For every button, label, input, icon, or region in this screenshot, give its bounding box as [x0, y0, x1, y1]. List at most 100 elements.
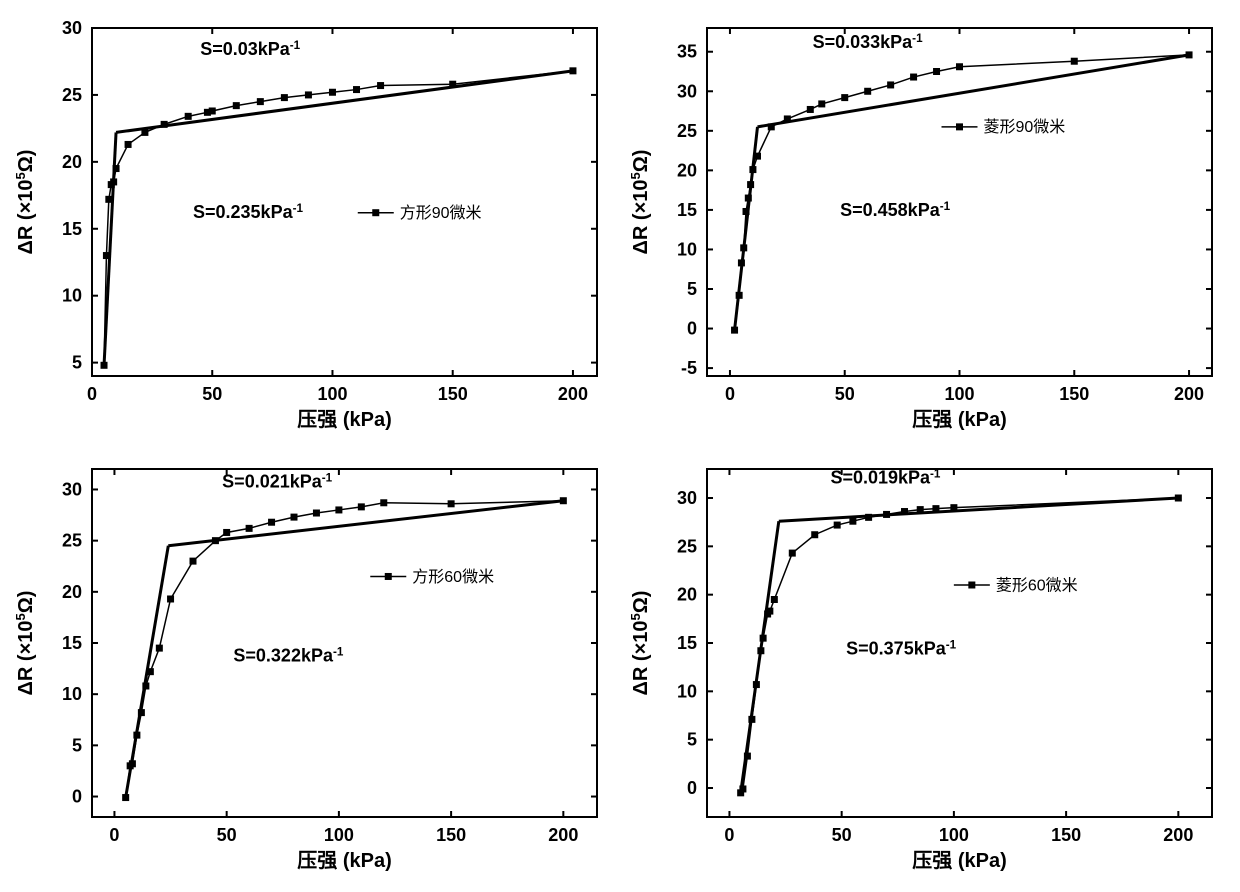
y-tick-label: 0 [687, 778, 697, 798]
chart-bottom-right: 050100150200051015202530压强 (kPa)ΔR (×105… [625, 451, 1230, 881]
data-marker [101, 362, 108, 369]
data-marker [147, 668, 154, 675]
y-tick-label: 20 [62, 582, 82, 602]
x-tick-label: 100 [324, 825, 354, 845]
data-marker [807, 106, 814, 113]
x-tick-label: 200 [1174, 384, 1204, 404]
data-marker [811, 531, 818, 538]
y-tick-label: 15 [677, 633, 697, 653]
data-marker [749, 166, 756, 173]
panel-bottom-right: 050100150200051015202530压强 (kPa)ΔR (×105… [625, 451, 1230, 882]
data-marker [358, 503, 365, 510]
chart-bottom-left: 050100150200051015202530压强 (kPa)ΔR (×105… [10, 451, 615, 881]
fit-line [779, 498, 1179, 521]
x-tick-label: 150 [1059, 384, 1089, 404]
x-tick-label: 0 [87, 384, 97, 404]
data-line [104, 71, 573, 365]
legend-label: 方形90微米 [400, 204, 482, 222]
data-marker [305, 91, 312, 98]
y-tick-label: 25 [677, 536, 697, 556]
y-tick-label: 30 [62, 18, 82, 38]
data-marker [887, 81, 894, 88]
y-tick-label: 0 [687, 319, 697, 339]
y-tick-label: -5 [681, 358, 697, 378]
fit-line [116, 71, 573, 133]
data-marker [864, 88, 871, 95]
data-marker [747, 181, 754, 188]
data-marker [185, 113, 192, 120]
legend-marker [968, 582, 975, 589]
data-marker [113, 165, 120, 172]
chart-top-right: 050100150200-505101520253035压强 (kPa)ΔR (… [625, 10, 1230, 440]
data-marker [125, 141, 132, 148]
data-marker [142, 682, 149, 689]
data-marker [105, 196, 112, 203]
x-tick-label: 50 [202, 384, 222, 404]
data-marker [757, 647, 764, 654]
panel-bottom-left: 050100150200051015202530压强 (kPa)ΔR (×105… [10, 451, 615, 882]
data-marker [917, 506, 924, 513]
legend-label: 菱形90微米 [984, 118, 1066, 136]
x-tick-label: 100 [317, 384, 347, 404]
data-marker [313, 510, 320, 517]
data-marker [768, 123, 775, 130]
x-tick-label: 0 [109, 825, 119, 845]
data-line [126, 501, 564, 798]
y-axis-label: ΔR (×105Ω) [628, 150, 653, 255]
data-marker [738, 259, 745, 266]
y-axis-label: ΔR (×105Ω) [628, 591, 653, 696]
sensitivity-annotation: S=0.021kPa-1 [222, 471, 332, 492]
data-marker [865, 514, 872, 521]
data-marker [950, 504, 957, 511]
data-marker [377, 82, 384, 89]
data-marker [834, 522, 841, 529]
data-marker [448, 500, 455, 507]
x-axis-label: 压强 (kPa) [297, 409, 391, 431]
panel-top-right: 050100150200-505101520253035压强 (kPa)ΔR (… [625, 10, 1230, 441]
data-marker [268, 519, 275, 526]
chart-grid: 05010015020051015202530压强 (kPa)ΔR (×105Ω… [10, 10, 1230, 882]
data-marker [212, 537, 219, 544]
sensitivity-annotation: S=0.03kPa-1 [200, 38, 300, 59]
data-marker [753, 681, 760, 688]
data-marker [133, 732, 140, 739]
sensitivity-annotation: S=0.033kPa-1 [813, 31, 923, 52]
data-marker [103, 252, 110, 259]
data-marker [209, 107, 216, 114]
legend-marker [385, 573, 392, 580]
y-tick-label: 5 [687, 279, 697, 299]
y-tick-label: 25 [677, 121, 697, 141]
x-tick-label: 100 [944, 384, 974, 404]
data-marker [754, 153, 761, 160]
data-marker [731, 327, 738, 334]
y-tick-label: 20 [677, 160, 697, 180]
x-tick-label: 50 [217, 825, 237, 845]
x-axis-label: 压强 (kPa) [297, 850, 391, 872]
y-tick-label: 25 [62, 531, 82, 551]
y-tick-label: 30 [62, 479, 82, 499]
x-tick-label: 0 [725, 384, 735, 404]
legend-marker [372, 209, 379, 216]
x-axis-label: 压强 (kPa) [912, 409, 1006, 431]
data-marker [569, 67, 576, 74]
y-tick-label: 35 [677, 42, 697, 62]
y-tick-label: 15 [62, 633, 82, 653]
panel-top-left: 05010015020051015202530压强 (kPa)ΔR (×105Ω… [10, 10, 615, 441]
y-tick-label: 10 [677, 681, 697, 701]
y-tick-label: 25 [62, 85, 82, 105]
plot-frame [707, 28, 1212, 376]
plot-frame [92, 28, 597, 376]
data-marker [901, 508, 908, 515]
data-marker [353, 86, 360, 93]
data-marker [784, 115, 791, 122]
data-marker [141, 129, 148, 136]
x-axis-label: 压强 (kPa) [912, 850, 1006, 872]
y-tick-label: 20 [677, 585, 697, 605]
plot-frame [92, 469, 597, 817]
data-marker [560, 497, 567, 504]
data-marker [766, 608, 773, 615]
sensitivity-annotation: S=0.458kPa-1 [840, 200, 950, 221]
x-tick-label: 150 [436, 825, 466, 845]
data-marker [281, 94, 288, 101]
data-line [735, 55, 1189, 330]
